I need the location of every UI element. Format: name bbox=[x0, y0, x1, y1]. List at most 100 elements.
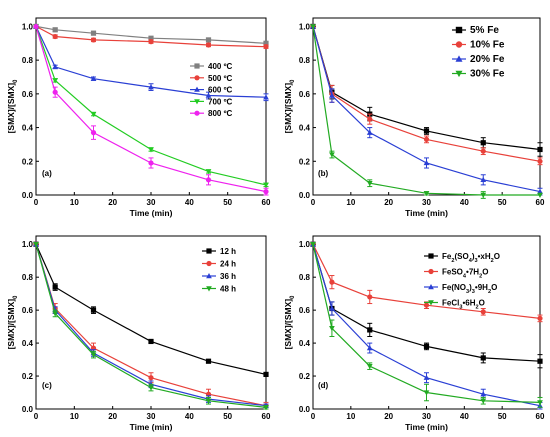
data-point bbox=[423, 136, 430, 142]
x-tick-label: 30 bbox=[147, 198, 156, 207]
legend-label: 48 h bbox=[220, 285, 236, 294]
legend-entry: 10% Fe bbox=[452, 40, 505, 51]
y-axis-label: [SMX]/[SMX]0 bbox=[283, 295, 296, 350]
panel-tag: (a) bbox=[42, 169, 52, 178]
series-3 bbox=[33, 23, 269, 102]
y-tick-label: 1.0 bbox=[299, 22, 311, 31]
data-point bbox=[263, 405, 269, 411]
y-tick-label: 0.6 bbox=[299, 90, 311, 99]
y-tick-label: 0.2 bbox=[299, 372, 311, 381]
data-point bbox=[537, 358, 543, 364]
data-point bbox=[423, 159, 430, 166]
legend-marker bbox=[455, 41, 463, 48]
legend-marker bbox=[194, 99, 200, 105]
x-tick-label: 10 bbox=[346, 198, 355, 207]
data-point bbox=[33, 242, 39, 248]
legend-label: 10% Fe bbox=[470, 40, 505, 51]
x-tick-label: 10 bbox=[346, 412, 355, 421]
data-point bbox=[52, 78, 59, 84]
y-axis-label: [SMX]/[SMX]0 bbox=[283, 79, 296, 134]
series-2 bbox=[310, 241, 543, 323]
x-tick-label: 20 bbox=[384, 198, 393, 207]
legend-entry: 48 h bbox=[202, 285, 236, 294]
legend-marker bbox=[428, 284, 434, 290]
legend-marker bbox=[455, 55, 463, 62]
data-point bbox=[205, 398, 212, 404]
data-point bbox=[537, 400, 543, 406]
data-point bbox=[52, 311, 59, 317]
data-point bbox=[329, 279, 335, 285]
data-point bbox=[329, 305, 335, 311]
data-point bbox=[480, 192, 487, 198]
data-point bbox=[205, 42, 212, 48]
series-line bbox=[312, 244, 541, 407]
data-point bbox=[480, 176, 487, 183]
data-point bbox=[480, 309, 486, 315]
data-point bbox=[263, 371, 269, 377]
x-axis-label: Time (min) bbox=[405, 422, 448, 432]
data-point bbox=[537, 158, 543, 164]
data-point bbox=[148, 375, 154, 381]
data-point bbox=[148, 338, 154, 345]
legend-entry: 12 h bbox=[202, 247, 236, 256]
y-tick-label: 1.0 bbox=[22, 240, 34, 249]
legend-label: 12 h bbox=[220, 247, 236, 256]
chart-panel-1: 0 10 20 30 40 50 60 0.0 0.2 0.4 0.6 0.8 1.0 Time (min… bbox=[6, 17, 271, 218]
series-line bbox=[35, 26, 267, 98]
data-point bbox=[90, 130, 97, 136]
x-axis-label: Time (min) bbox=[130, 422, 173, 432]
data-point bbox=[423, 302, 430, 308]
series-4 bbox=[310, 242, 543, 408]
legend-label: 24 h bbox=[220, 260, 236, 269]
legend-label: 36 h bbox=[220, 272, 236, 281]
x-tick-label: 30 bbox=[422, 412, 431, 421]
data-point bbox=[148, 160, 154, 166]
x-tick-label: 40 bbox=[185, 412, 194, 421]
x-tick-label: 0 bbox=[34, 198, 39, 207]
series-line bbox=[35, 26, 267, 193]
data-point bbox=[367, 327, 373, 333]
legend-label: Fe2(SO4)3•xH2O bbox=[442, 252, 500, 264]
data-point bbox=[480, 148, 486, 154]
series-1 bbox=[33, 241, 269, 377]
legend-entry: FeSO4•7H2O bbox=[424, 268, 488, 280]
legend-entry: 500 ºC bbox=[190, 74, 232, 83]
legend-entry: Fe(NO3)3•9H2O bbox=[424, 283, 497, 295]
series-line bbox=[35, 244, 267, 407]
x-tick-label: 30 bbox=[147, 412, 156, 421]
y-tick-label: 0.6 bbox=[22, 90, 34, 99]
y-tick-label: 1.0 bbox=[299, 240, 311, 249]
data-point bbox=[310, 242, 316, 248]
legend-marker bbox=[194, 110, 200, 116]
series-3 bbox=[310, 23, 543, 196]
y-tick-label: 1.0 bbox=[22, 22, 34, 31]
data-point bbox=[148, 147, 154, 153]
data-point bbox=[52, 27, 58, 33]
data-point bbox=[367, 294, 373, 300]
legend-label: Fe(NO3)3•9H2O bbox=[442, 283, 497, 295]
legend-label: 500 ºC bbox=[208, 74, 232, 83]
legend-label: 5% Fe bbox=[470, 25, 499, 36]
data-point bbox=[90, 30, 97, 36]
panel-tag: (b) bbox=[318, 169, 329, 178]
x-tick-label: 50 bbox=[223, 412, 232, 421]
legend-entry: 24 h bbox=[202, 260, 236, 269]
x-tick-label: 60 bbox=[262, 198, 271, 207]
data-point bbox=[90, 75, 97, 81]
data-point bbox=[423, 374, 430, 380]
y-tick-label: 0.2 bbox=[299, 157, 311, 166]
legend-label: 600 ºC bbox=[208, 86, 232, 95]
data-point bbox=[263, 182, 269, 188]
data-point bbox=[90, 352, 97, 358]
y-tick-label: 0.8 bbox=[299, 56, 311, 65]
legend-entry: 700 ºC bbox=[190, 97, 232, 106]
data-point bbox=[148, 35, 154, 41]
data-point bbox=[366, 129, 373, 135]
series-line bbox=[35, 25, 267, 48]
legend-entry: 800 ºC bbox=[190, 109, 232, 118]
data-point bbox=[90, 111, 97, 118]
data-point bbox=[205, 169, 212, 175]
data-point bbox=[329, 326, 335, 332]
y-axis-label: [SMX]/[SMX]0 bbox=[6, 295, 19, 350]
